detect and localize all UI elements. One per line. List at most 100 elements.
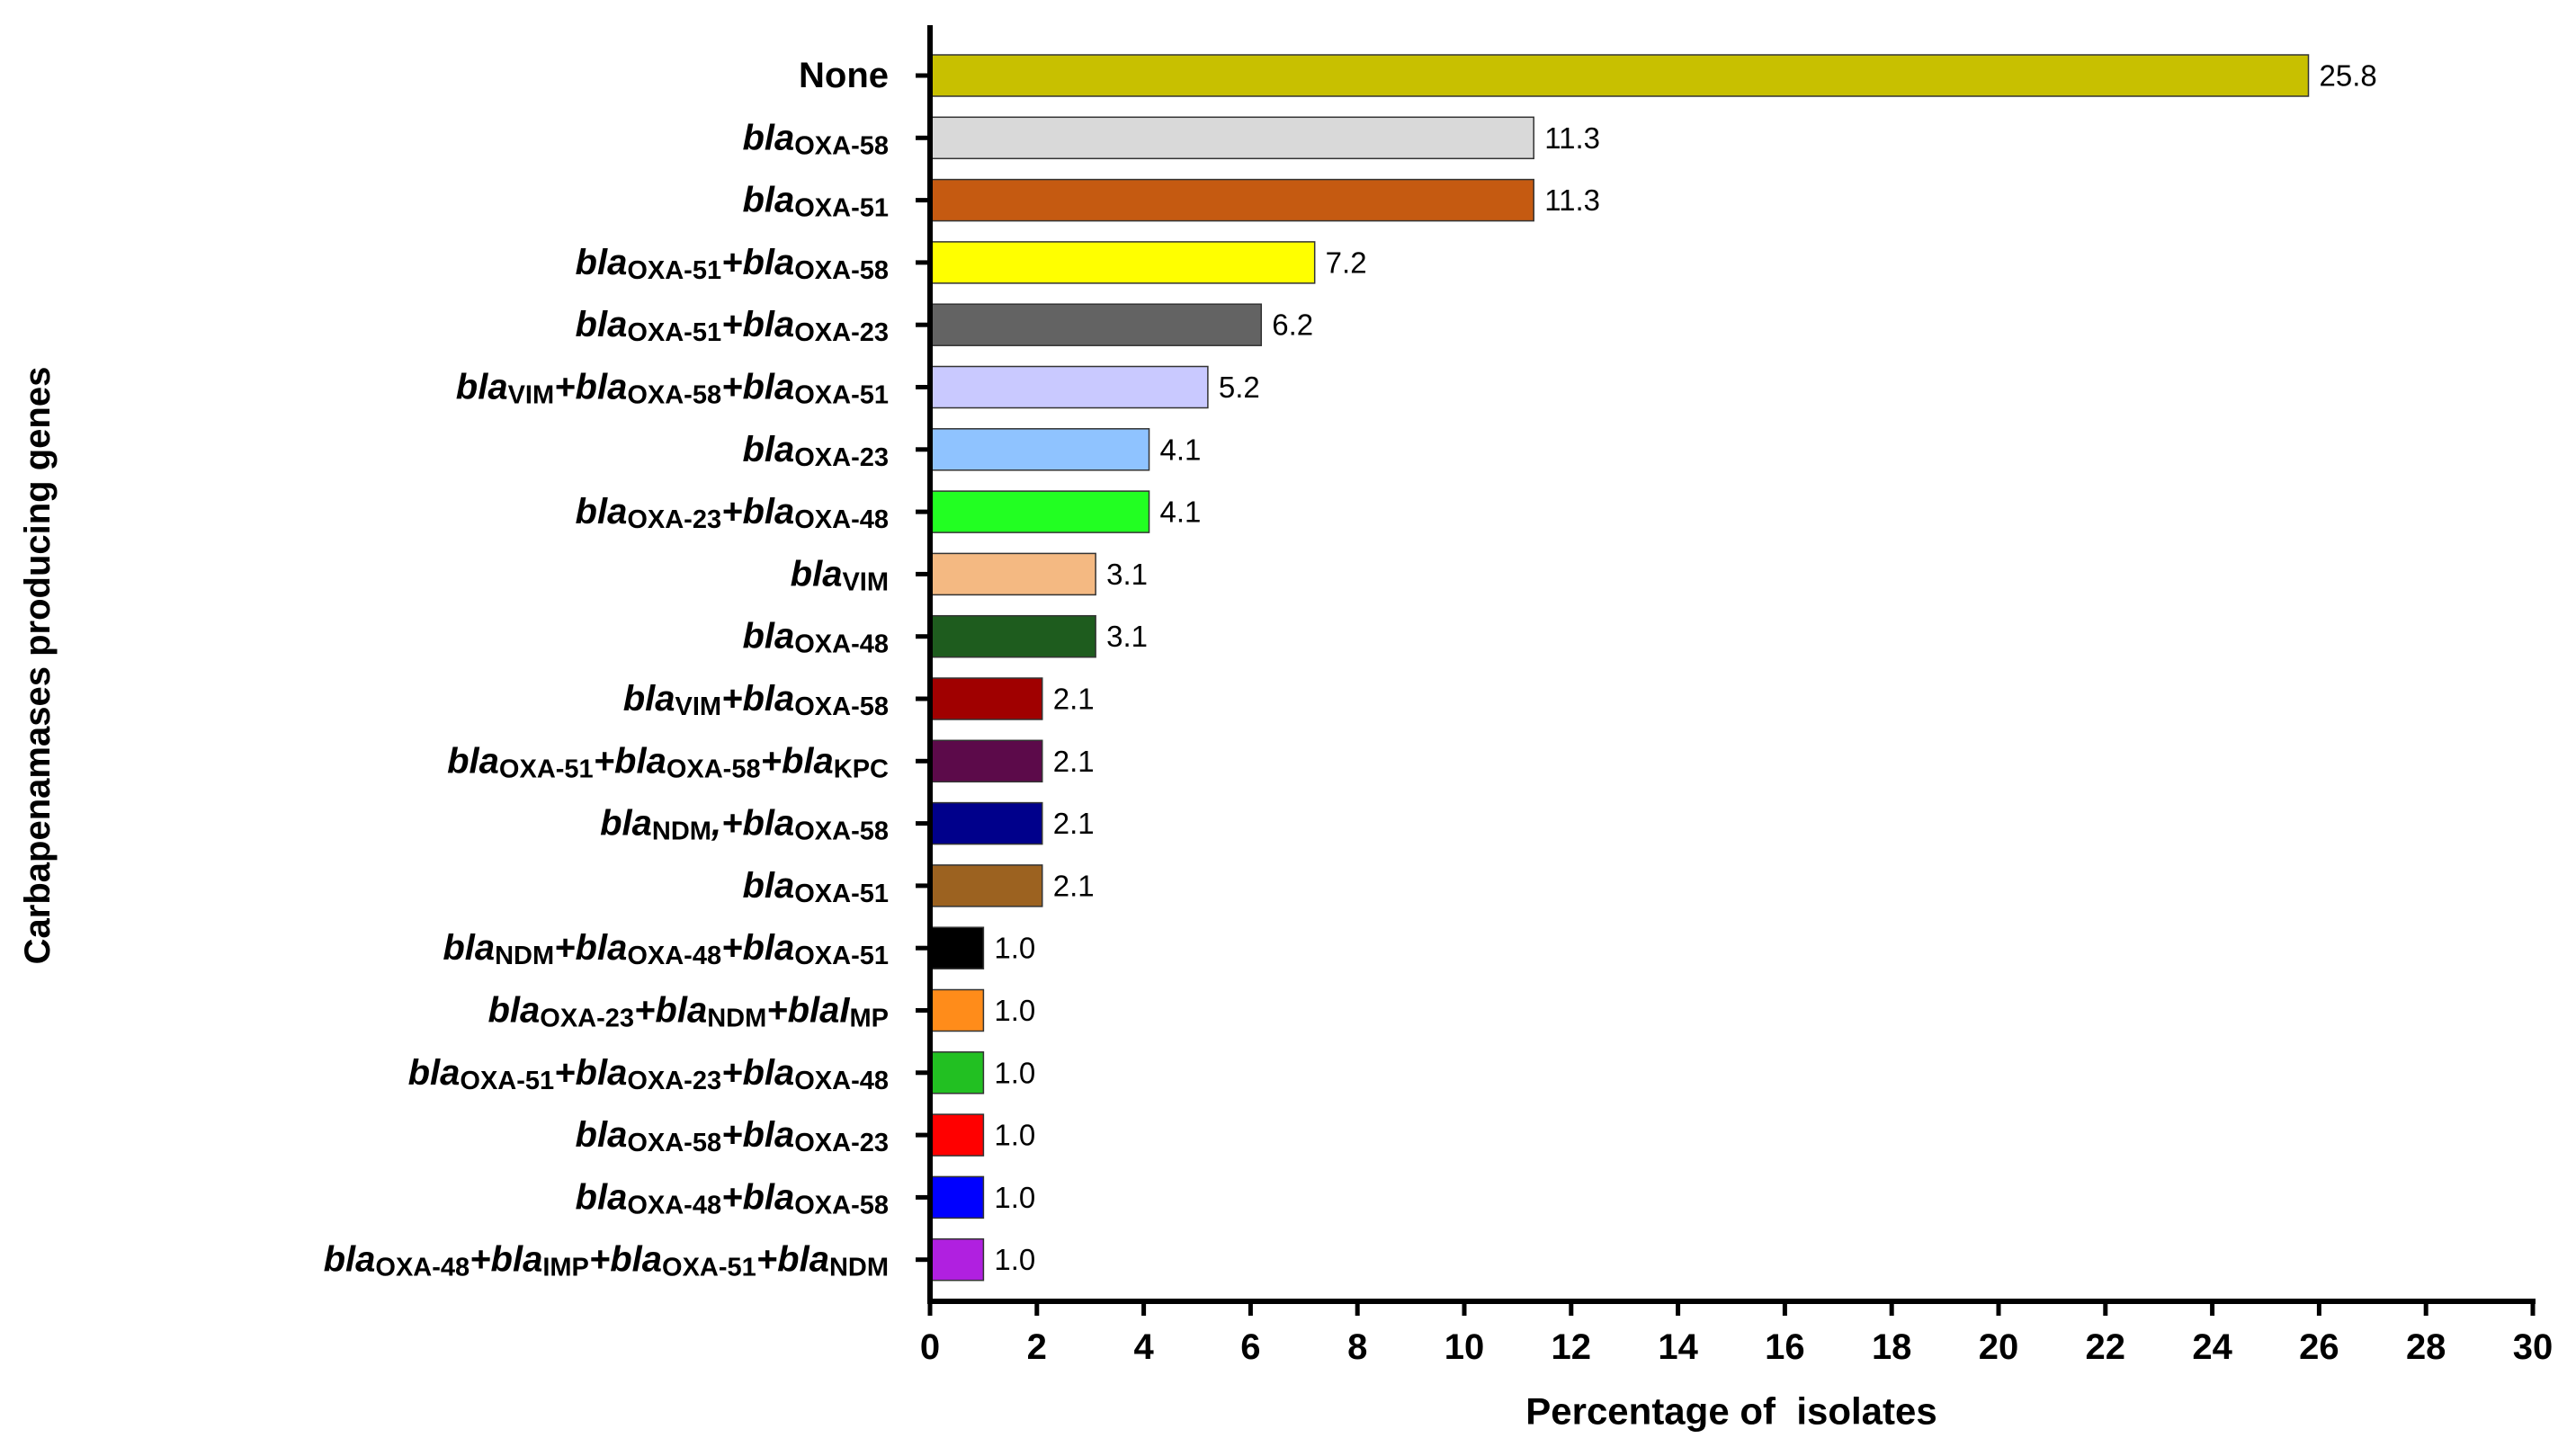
label-text: +bla: [721, 305, 794, 344]
label-text: bla: [576, 1177, 628, 1217]
label-text: bla: [791, 554, 843, 594]
label-subscript: NDM: [652, 817, 711, 846]
value-label: 5.2: [1219, 371, 1260, 404]
value-label: 4.1: [1160, 433, 1202, 466]
bar: [929, 552, 1096, 596]
x-tick-label: 22: [2086, 1327, 2126, 1367]
value-label: 4.1: [1160, 496, 1202, 529]
label-text: bla: [742, 866, 794, 906]
bar: [929, 1113, 985, 1157]
x-tick-label: 2: [1027, 1327, 1047, 1367]
x-axis-label: Percentage of isolates: [1525, 1390, 1937, 1433]
label-subscript: OXA-48: [794, 630, 889, 659]
bar: [929, 1051, 985, 1094]
label-subscript: OXA-48: [794, 1067, 889, 1095]
y-tick-label: blaNDM,+blaOXA-58: [600, 804, 889, 846]
label-subscript: IMP: [542, 1254, 589, 1282]
y-axis-label: Carbapenamases producing genes: [18, 367, 58, 965]
x-tick-label: 20: [1979, 1327, 2019, 1367]
y-tick-label: blaOXA-51+blaOXA-23: [576, 305, 889, 347]
y-tick-label: blaOXA-48: [742, 617, 889, 659]
label-text: +bla: [721, 928, 794, 968]
y-tick-label: blaOXA-51+blaOXA-58+blaKPC: [447, 741, 889, 783]
label-subscript: OXA-58: [794, 131, 889, 160]
label-text: bla: [742, 430, 794, 469]
label-text: bla: [576, 305, 628, 344]
label-text: +bla: [721, 1115, 794, 1155]
label-subscript: VIM: [842, 567, 889, 596]
label-subscript: OXA-58: [794, 692, 889, 721]
x-tick-label: 10: [1444, 1327, 1485, 1367]
label-text: bla: [742, 617, 794, 657]
label-subscript: OXA-48: [375, 1254, 470, 1282]
label-subscript: OXA-23: [627, 1067, 721, 1095]
bar: [929, 988, 985, 1032]
label-text: +bla: [721, 492, 794, 531]
label-subscript: OXA-51: [794, 880, 889, 908]
bar: [929, 241, 1316, 284]
x-tick-label: 30: [2513, 1327, 2554, 1367]
label-text: +bla: [721, 243, 794, 282]
y-tick-label: blaOXA-48+blaOXA-58: [576, 1177, 889, 1219]
value-label: 11.3: [1544, 121, 1600, 155]
y-tick-label: blaOXA-58+blaOXA-23: [576, 1115, 889, 1157]
y-tick-label: blaVIM+blaOXA-58: [623, 679, 889, 721]
y-tick-label: None: [799, 56, 889, 95]
label-text: +bla: [761, 741, 834, 781]
label-subscript: OXA-58: [794, 817, 889, 846]
bar: [929, 1175, 985, 1219]
label-text: +bla: [721, 1053, 794, 1093]
x-tick-label: 12: [1552, 1327, 1592, 1367]
label-text: bla: [576, 243, 628, 282]
x-tick-label: 14: [1658, 1327, 1698, 1367]
bar: [929, 801, 1043, 845]
label-text: bla: [623, 679, 675, 719]
label-subscript: OXA-23: [794, 318, 889, 347]
label-text: bla: [576, 492, 628, 531]
x-tick-label: 8: [1347, 1327, 1367, 1367]
y-tick-label: blaNDM+blaOXA-48+blaOXA-51: [443, 928, 889, 970]
bar: [929, 614, 1096, 658]
x-tick-label: 24: [2192, 1327, 2232, 1367]
x-tick-label: 18: [1872, 1327, 1912, 1367]
label-text: None: [799, 56, 889, 95]
label-subscript: OXA-58: [627, 381, 721, 410]
x-tick-label: 16: [1765, 1327, 1805, 1367]
label-text: bla: [742, 181, 794, 220]
value-label: 11.3: [1544, 183, 1600, 217]
y-tick-label: blaVIM: [791, 554, 889, 596]
label-subscript: VIM: [675, 692, 722, 721]
label-subscript: OXA-51: [499, 755, 594, 783]
label-text: +bla: [634, 991, 707, 1031]
label-subscript: OXA-51: [627, 318, 721, 347]
y-tick-label: blaOXA-23+blaNDM+blaIMP: [487, 991, 889, 1033]
value-label: 2.1: [1053, 869, 1095, 902]
x-tick-label: 28: [2406, 1327, 2446, 1367]
label-subscript: OXA-58: [794, 256, 889, 285]
label-text: +blaI: [766, 991, 850, 1031]
y-tick-label: blaVIM+blaOXA-58+blaOXA-51: [456, 368, 889, 410]
label-subscript: OXA-48: [794, 505, 889, 534]
label-text: +bla: [554, 928, 627, 968]
label-subscript: OXA-51: [662, 1254, 756, 1282]
value-label: 1.0: [994, 932, 1035, 965]
label-text: bla: [456, 368, 508, 407]
bar: [929, 864, 1043, 907]
label-subscript: OXA-58: [666, 755, 761, 783]
y-tick-label: blaOXA-51+blaOXA-23+blaOXA-48: [408, 1053, 889, 1095]
y-tick-label: blaOXA-23+blaOXA-48: [576, 492, 889, 534]
value-label: 1.0: [994, 1181, 1035, 1214]
value-label: 3.1: [1106, 558, 1148, 591]
value-label: 1.0: [994, 1119, 1035, 1152]
value-label: 6.2: [1272, 308, 1313, 342]
label-subscript: OXA-51: [794, 194, 889, 223]
label-subscript: OXA-23: [627, 505, 721, 534]
label-text: bla: [576, 1115, 628, 1155]
y-tick-label: blaOXA-58: [742, 118, 889, 160]
y-tick-label: blaOXA-48+blaIMP+blaOXA-51+blaNDM: [324, 1240, 889, 1282]
bar: [929, 677, 1043, 720]
label-text: bla: [324, 1240, 376, 1280]
label-text: bla: [742, 118, 794, 157]
label-text: ,+bla: [711, 804, 794, 844]
